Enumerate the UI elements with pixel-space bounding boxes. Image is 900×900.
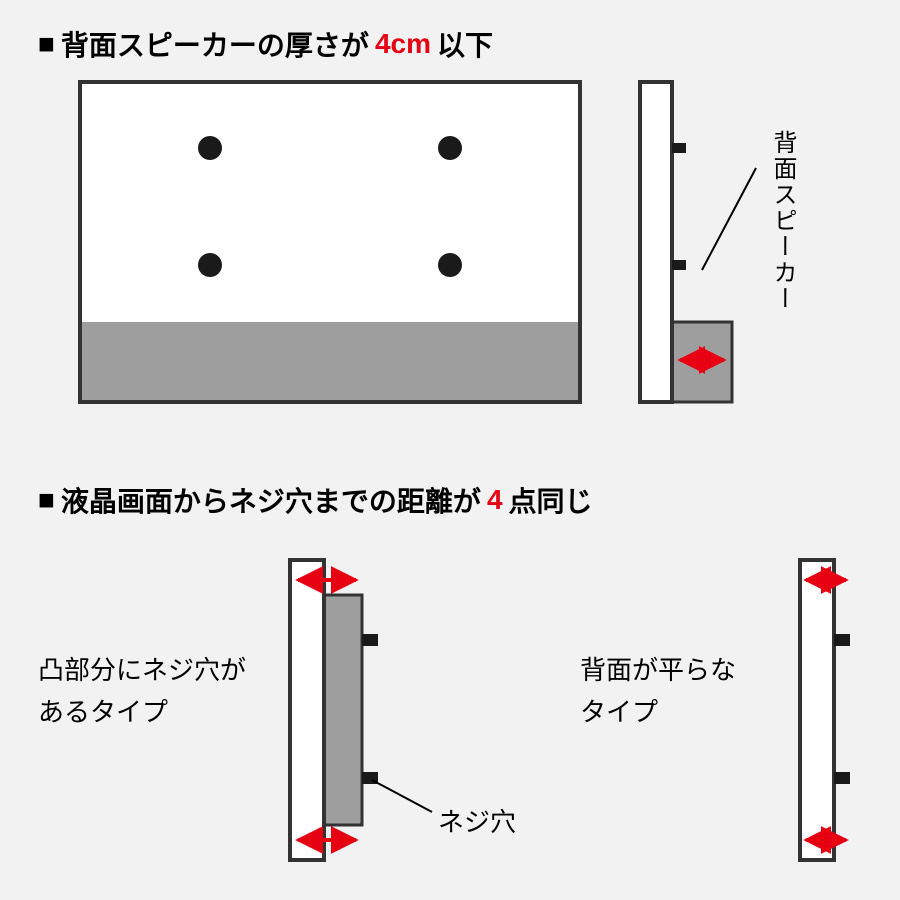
mount-dot — [438, 253, 462, 277]
fig2-flat — [800, 560, 850, 860]
mount-dot — [198, 253, 222, 277]
leader-line — [372, 780, 432, 812]
screw-nub — [362, 634, 378, 646]
mount-dot — [198, 136, 222, 160]
fig1-front — [80, 82, 580, 402]
fig2-raised — [290, 560, 432, 860]
screw-nub — [834, 772, 850, 784]
diagram-canvas — [0, 0, 900, 900]
fig1-side — [640, 82, 756, 402]
mount-dot — [438, 136, 462, 160]
leader-line — [702, 168, 756, 270]
screw-nub — [834, 634, 850, 646]
